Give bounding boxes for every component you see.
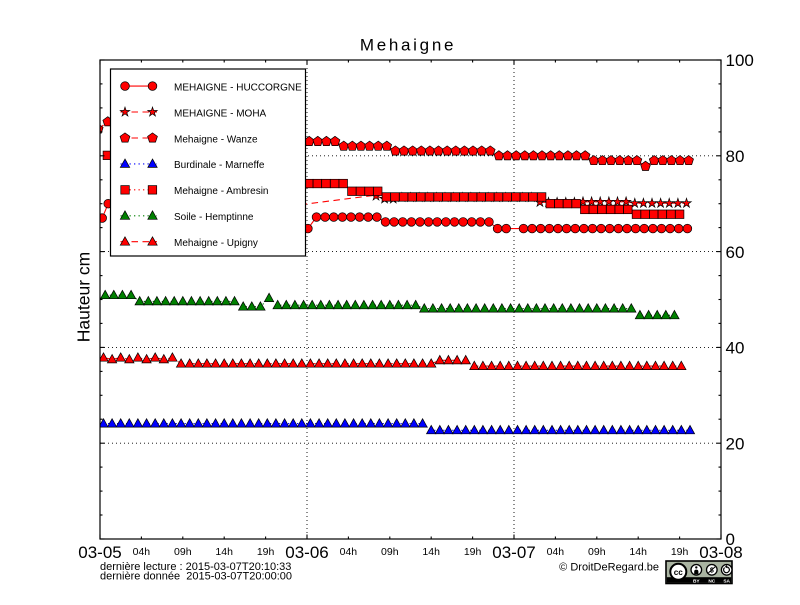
svg-text:14h: 14h — [215, 546, 233, 558]
svg-text:100: 100 — [726, 51, 754, 70]
svg-text:09h: 09h — [174, 546, 192, 558]
svg-text:NC: NC — [708, 579, 715, 585]
svg-text:03-08: 03-08 — [699, 543, 742, 562]
svg-text:dernière lecture : 2015-03-07T: dernière lecture : 2015-03-07T20:10:33 — [100, 561, 291, 573]
svg-text:60: 60 — [726, 243, 745, 262]
svg-text:dernière donnée 2015-03-07T20: dernière donnée 2015-03-07T20:00:00 — [100, 570, 292, 582]
svg-text:03-07: 03-07 — [492, 543, 535, 562]
svg-text:Mehaigne: Mehaigne — [360, 36, 456, 55]
svg-text:03-05: 03-05 — [78, 543, 121, 562]
svg-text:40: 40 — [726, 339, 745, 358]
svg-text:04h: 04h — [133, 546, 151, 558]
svg-text:© DroitDeRegard.be: © DroitDeRegard.be — [559, 562, 659, 574]
svg-text:MEHAIGNE - HUCCORGNE: MEHAIGNE - HUCCORGNE — [174, 82, 302, 93]
svg-text:Mehaigne - Wanze: Mehaigne - Wanze — [174, 134, 258, 145]
svg-text:Hauteur cm: Hauteur cm — [74, 252, 94, 342]
svg-text:BY: BY — [693, 579, 700, 585]
svg-text:03-06: 03-06 — [285, 543, 328, 562]
svg-text:09h: 09h — [588, 546, 606, 558]
svg-text:0: 0 — [726, 530, 735, 549]
svg-text:14h: 14h — [422, 546, 440, 558]
svg-text:04h: 04h — [547, 546, 565, 558]
svg-text:09h: 09h — [381, 546, 399, 558]
svg-text:Soile - Hemptinne: Soile - Hemptinne — [174, 212, 254, 223]
svg-text:19h: 19h — [671, 546, 689, 558]
svg-text:$: $ — [710, 568, 714, 575]
svg-text:80: 80 — [726, 147, 745, 166]
svg-text:04h: 04h — [340, 546, 358, 558]
svg-text:19h: 19h — [257, 546, 275, 558]
svg-text:cc: cc — [674, 568, 684, 577]
svg-text:Mehaigne - Ambresin: Mehaigne - Ambresin — [174, 186, 269, 197]
svg-text:20: 20 — [726, 434, 745, 453]
svg-text:MEHAIGNE - MOHA: MEHAIGNE - MOHA — [174, 108, 267, 119]
svg-text:Burdinale - Marneffe: Burdinale - Marneffe — [174, 160, 265, 171]
svg-text:SA: SA — [723, 579, 730, 585]
svg-text:14h: 14h — [629, 546, 647, 558]
svg-text:Mehaigne - Upigny: Mehaigne - Upigny — [174, 238, 258, 249]
svg-text:19h: 19h — [464, 546, 482, 558]
